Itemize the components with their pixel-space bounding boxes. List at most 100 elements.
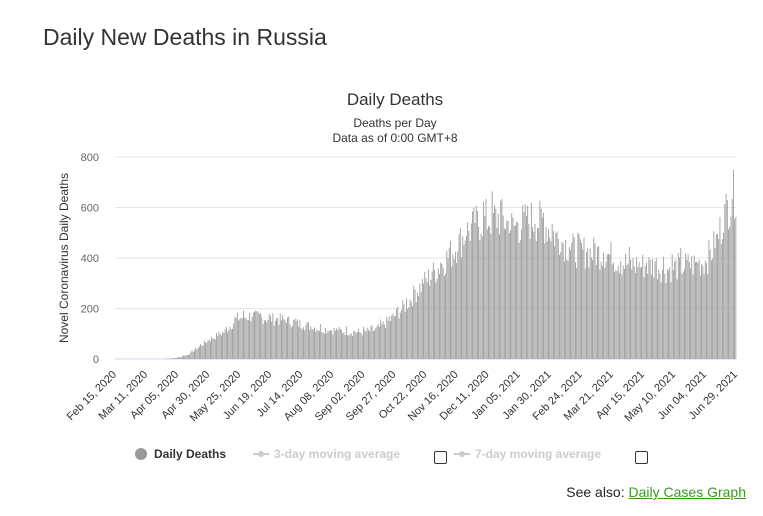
bar (659, 273, 661, 359)
bar (341, 329, 342, 359)
bar (513, 226, 515, 359)
bar (636, 257, 638, 359)
bar (396, 308, 398, 359)
bar (292, 326, 293, 359)
daily-cases-graph-link[interactable]: Daily Cases Graph (628, 484, 747, 500)
bar (196, 349, 198, 359)
bar (407, 309, 409, 359)
bar (682, 271, 684, 359)
bar (495, 208, 497, 359)
bar (541, 217, 543, 359)
bar (644, 265, 646, 359)
7-day-average-checkbox[interactable] (635, 451, 648, 464)
bar (325, 328, 326, 359)
bar (614, 271, 616, 359)
bar (692, 274, 694, 359)
bar (227, 332, 228, 359)
bar (272, 313, 274, 359)
bar (295, 321, 297, 359)
bar (415, 302, 417, 359)
bar (192, 351, 194, 359)
bar (429, 285, 431, 359)
legend-marker-daily-deaths (135, 448, 147, 460)
bar (669, 267, 671, 359)
bar (548, 228, 549, 359)
bar (506, 220, 508, 359)
bar (323, 333, 325, 359)
bar (250, 321, 252, 359)
bar (535, 240, 537, 359)
bar (573, 237, 575, 359)
bar (332, 334, 334, 359)
bar (622, 265, 624, 359)
bar (518, 242, 520, 359)
bar (499, 234, 500, 359)
3-day-average-checkbox[interactable] (434, 451, 447, 464)
bar (715, 234, 717, 359)
bar (501, 198, 503, 359)
bar (276, 318, 277, 359)
bar (472, 211, 473, 359)
bar (623, 269, 625, 359)
bar (490, 234, 492, 359)
bar (343, 332, 345, 359)
bar (383, 324, 385, 359)
bar (261, 316, 263, 359)
bar (697, 262, 699, 359)
bar (342, 333, 344, 359)
bar (352, 335, 353, 359)
bar (294, 318, 296, 359)
bar (595, 265, 597, 359)
bar (265, 320, 266, 359)
bar (522, 205, 524, 359)
bar (339, 328, 341, 359)
bar (430, 279, 432, 359)
bar (212, 338, 214, 359)
bar (413, 285, 415, 359)
bar (480, 233, 482, 359)
bar (488, 225, 489, 359)
bar (198, 346, 200, 359)
bar (714, 247, 716, 359)
bar (670, 282, 672, 359)
bar (173, 358, 175, 359)
bar (617, 265, 619, 359)
bar (584, 268, 586, 359)
bar (621, 274, 623, 359)
bar (232, 328, 233, 359)
bar (348, 335, 350, 359)
chart-legend: Daily Deaths 3-day moving average 7-day mo… (135, 447, 601, 461)
bar (435, 282, 437, 359)
bar (312, 329, 314, 359)
bar (457, 251, 459, 359)
bar (561, 241, 563, 359)
bar (369, 331, 371, 359)
bar (336, 328, 338, 359)
bar (454, 251, 456, 359)
bar (257, 312, 259, 359)
y-tick-label: 200 (81, 304, 99, 316)
legend-item-7-day-average: 7-day moving average (475, 447, 601, 461)
bar (452, 254, 454, 359)
bar (724, 204, 726, 359)
bar (219, 334, 221, 359)
bar (646, 262, 647, 359)
bar (266, 322, 268, 359)
bar (178, 357, 179, 359)
bar (593, 237, 595, 359)
bar (545, 226, 547, 359)
bar (221, 335, 222, 359)
bar (527, 205, 529, 359)
bar (465, 236, 467, 359)
bar (606, 254, 608, 359)
bar (230, 329, 232, 359)
chart-subtitle: Data as of 0:00 GMT+8 (332, 131, 457, 145)
bar (630, 259, 631, 359)
bar (225, 326, 227, 359)
legend-item-3-day-average: 3-day moving average (274, 447, 400, 461)
bar (619, 273, 620, 359)
bar (557, 239, 559, 359)
bar (701, 264, 703, 359)
bar (394, 315, 396, 359)
